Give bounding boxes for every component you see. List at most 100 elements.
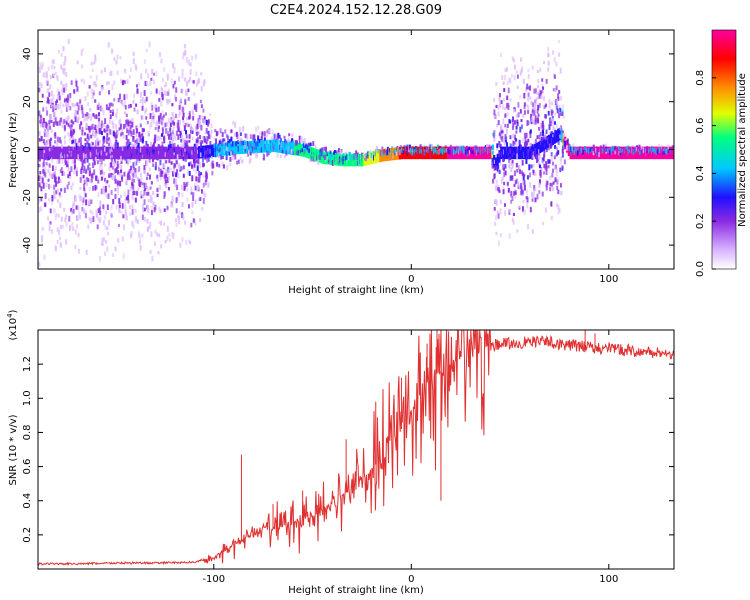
spectrogram-noise-cell xyxy=(192,80,195,84)
spectrogram-noise-cell xyxy=(113,152,116,156)
spectrogram-noise-cell xyxy=(188,239,191,244)
spectrogram-noise-cell xyxy=(120,132,123,137)
spectrogram-noise-cell xyxy=(73,160,76,167)
spectrogram-noise-cell xyxy=(520,190,523,196)
spectrogram-noise-cell xyxy=(140,194,143,199)
spectrogram-noise-cell xyxy=(500,125,503,131)
spectrogram-noise-cell xyxy=(237,159,240,164)
spectrogram-noise-cell xyxy=(83,165,86,171)
spectrogram-noise-cell xyxy=(79,137,82,143)
spectrogram-noise-cell xyxy=(129,212,132,216)
spectrogram-noise-cell xyxy=(74,229,77,235)
spectrogram-noise-cell xyxy=(191,128,194,132)
spectrogram-noise-cell xyxy=(141,203,144,210)
spectrogram-noise-cell xyxy=(98,140,101,144)
spectrogram-noise-cell xyxy=(58,104,61,110)
spectrogram-noise-cell xyxy=(56,227,59,232)
spectrogram-noise-cell xyxy=(527,96,530,102)
spectrogram-noise-cell xyxy=(102,143,105,149)
spectrogram-noise-cell xyxy=(161,141,164,147)
spectrogram-noise-cell xyxy=(537,113,540,117)
spectrogram-noise-cell xyxy=(535,157,538,163)
spectrogram-core-cell xyxy=(373,150,377,164)
spectrogram-noise-cell xyxy=(64,86,67,92)
spectrogram-noise-cell xyxy=(386,146,389,152)
spectrogram-noise-cell xyxy=(166,128,169,134)
spectrogram-noise-cell xyxy=(499,144,502,149)
spectrogram-noise-cell xyxy=(509,156,512,161)
spectrogram-noise-cell xyxy=(58,152,61,159)
spectrogram-noise-cell xyxy=(434,147,437,153)
spectrogram-noise-cell xyxy=(134,197,137,202)
spectrogram-noise-cell xyxy=(201,189,204,194)
spectrogram-noise-cell xyxy=(508,233,511,239)
spectrogram-noise-cell xyxy=(495,104,498,109)
spectrogram-noise-cell xyxy=(67,38,70,45)
spectrogram-noise-cell xyxy=(157,136,160,141)
spectrogram-noise-cell xyxy=(182,52,185,57)
spectrogram-noise-cell xyxy=(523,180,526,186)
spectrogram-noise-cell xyxy=(170,161,173,165)
spectrogram-noise-cell xyxy=(54,71,57,75)
spectrogram-noise-cell xyxy=(181,236,184,242)
spectrogram-noise-cell xyxy=(161,126,164,131)
spectrogram-noise-cell xyxy=(202,191,205,196)
spectrogram-noise-cell xyxy=(75,80,78,87)
spectrogram-noise-cell xyxy=(129,124,132,130)
spectrogram-core-cell xyxy=(521,146,524,160)
spectrogram-noise-cell xyxy=(113,175,116,182)
spectrogram-noise-cell xyxy=(109,139,112,144)
spectrogram-noise-cell xyxy=(153,207,156,213)
spectrogram-noise-cell xyxy=(149,194,152,199)
spectrogram-noise-cell xyxy=(111,213,114,218)
spectrogram-noise-cell xyxy=(94,175,97,180)
spectrogram-noise-cell xyxy=(531,65,534,70)
spectrogram-noise-cell xyxy=(83,208,86,214)
spectrogram-noise-cell xyxy=(87,125,90,131)
spectrogram-core-cell xyxy=(615,146,618,160)
spectrogram-noise-cell xyxy=(136,156,139,162)
spectrogram-noise-cell xyxy=(545,165,548,171)
spectrogram-noise-cell xyxy=(193,164,196,168)
spectrogram-noise-cell xyxy=(205,171,208,178)
spectrogram-core-cell xyxy=(548,134,551,148)
spectrogram-noise-cell xyxy=(82,174,85,179)
spectrogram-noise-cell xyxy=(166,235,169,241)
spectrogram-noise-cell xyxy=(518,149,521,155)
spectrogram-noise-cell xyxy=(221,132,224,137)
spectrogram-noise-cell xyxy=(167,118,170,124)
spectrogram-noise-cell xyxy=(509,143,512,150)
spectrogram-core-cell xyxy=(59,146,62,160)
spectrogram-noise-cell xyxy=(175,178,178,185)
spectrogram-noise-cell xyxy=(527,73,530,80)
spectrogram-noise-cell xyxy=(506,111,509,117)
spectrogram-noise-cell xyxy=(139,190,142,197)
spectrogram-noise-cell xyxy=(180,184,183,191)
spectrogram-noise-cell xyxy=(174,182,177,188)
spectrogram-noise-cell xyxy=(173,178,176,184)
spectrogram-noise-cell xyxy=(173,80,176,85)
spectrogram-noise-cell xyxy=(143,188,146,192)
spectrogram-noise-cell xyxy=(541,120,544,127)
spectrogram-noise-cell xyxy=(559,134,562,139)
spectrogram-noise-cell xyxy=(66,154,69,158)
spectrogram-noise-cell xyxy=(188,134,191,139)
spectrogram-noise-cell xyxy=(508,77,511,83)
spectrogram-noise-cell xyxy=(530,164,533,169)
spectrogram-noise-cell xyxy=(136,219,139,224)
spectrogram-noise-cell xyxy=(49,75,52,80)
spectrogram-noise-cell xyxy=(54,132,57,136)
spectrogram-noise-cell xyxy=(120,165,123,171)
spectrogram-noise-cell xyxy=(540,126,543,133)
spectrogram-noise-cell xyxy=(466,148,469,155)
spectrogram-noise-cell xyxy=(158,233,161,238)
spectrogram-noise-cell xyxy=(99,211,102,216)
spectrogram-noise-cell xyxy=(177,214,180,220)
spectrogram-noise-cell xyxy=(458,149,461,154)
spectrogram-noise-cell xyxy=(234,153,237,160)
spectrogram-noise-cell xyxy=(163,222,166,226)
spectrogram-noise-cell xyxy=(54,104,57,109)
spectrogram-noise-cell xyxy=(54,168,57,175)
spectrogram-noise-cell xyxy=(556,171,559,177)
spectrogram-noise-cell xyxy=(184,49,187,56)
